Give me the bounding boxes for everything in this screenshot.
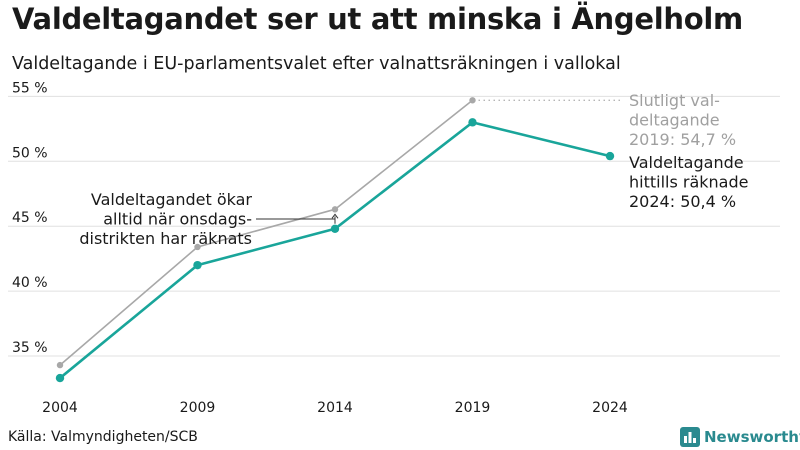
data-point-preliminary	[330, 224, 340, 233]
x-tick-label: 2009	[180, 400, 216, 416]
brand-name: Newsworthy	[704, 428, 800, 446]
data-point-preliminary	[193, 260, 202, 270]
x-tick-label: 2004	[42, 400, 78, 416]
annotations: Slutligt val-deltagande 2019: 54,7 %Valde…	[79, 91, 748, 248]
chart-title: Valdeltagandet ser ut att minska i Ängel…	[12, 2, 743, 36]
series	[55, 97, 615, 383]
y-tick-label: 40 %	[12, 275, 48, 291]
y-tick-label: 35 %	[12, 340, 48, 356]
preliminary-2024-label: Valdeltagande hittills räknade 2024: 50,4 …	[629, 153, 748, 211]
note-arrow-head	[331, 213, 339, 219]
difference-note: Valdeltagandet ökar alltid när onsdags-di…	[79, 190, 252, 248]
data-point-preliminary	[605, 151, 615, 161]
data-point-final	[194, 243, 201, 251]
x-tick-label: 2024	[592, 400, 628, 416]
data-point-final	[331, 206, 339, 213]
final-2019-label: Slutligt val-deltagande 2019: 54,7 %	[629, 91, 736, 149]
y-axis-tick-labels: 35 % 40 % 45 % 50 % 55 %	[12, 80, 48, 356]
y-tick-label: 45 %	[12, 210, 48, 226]
data-point-preliminary	[468, 118, 477, 127]
x-tick-label: 2014	[317, 400, 353, 416]
series-line-preliminary	[59, 121, 611, 380]
data-point-final	[469, 97, 476, 104]
series-line-final	[59, 99, 473, 366]
chart-subtitle: Valdeltagande i EU-parlamentsvalet efter…	[12, 54, 621, 74]
data-point-final	[56, 361, 64, 369]
x-tick-label: 2019	[455, 400, 491, 416]
gridlines	[8, 95, 780, 357]
bar-chart-icon	[680, 427, 700, 447]
y-tick-label: 55 %	[12, 80, 48, 96]
y-tick-label: 50 %	[12, 145, 48, 161]
data-point-preliminary	[55, 373, 65, 383]
x-axis-tick-labels: 2004 2009 2014 2019 2024	[42, 400, 628, 416]
brand-logo: Newsworthy	[680, 425, 800, 449]
source-note: Källa: Valmyndigheten/SCB	[8, 429, 198, 445]
